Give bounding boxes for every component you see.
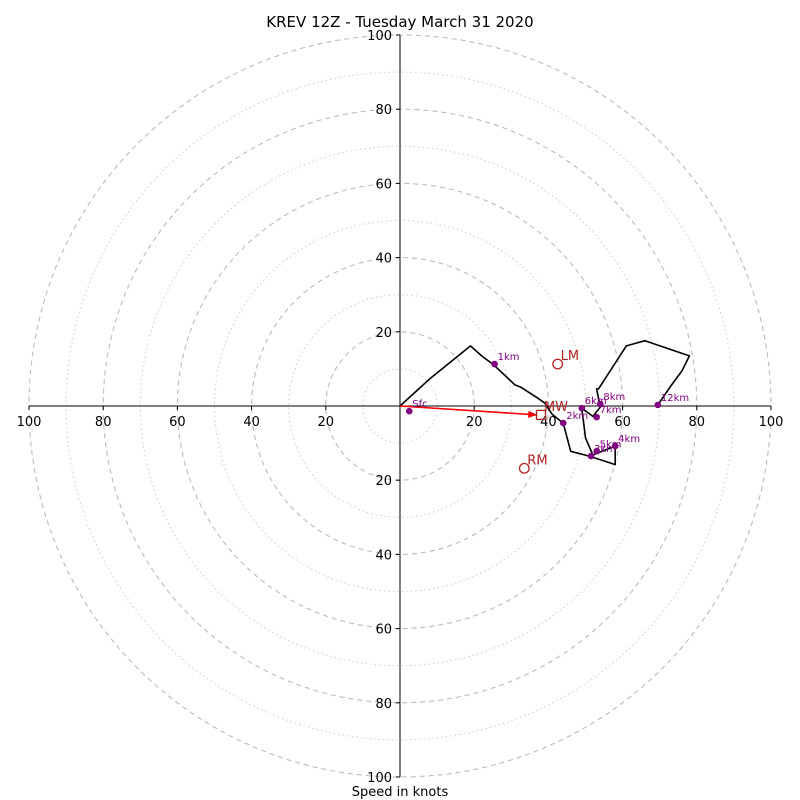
height-marker-12km (654, 401, 662, 409)
height-marker-7km (593, 413, 600, 421)
height-label-3km: 3km (594, 444, 616, 455)
height-marker-6km (578, 404, 586, 412)
y-tick-label: 20 (375, 474, 392, 489)
y-tick-label: 40 (375, 548, 392, 563)
y-tick-label: 80 (375, 103, 392, 118)
height-label-12km: 12km (661, 393, 689, 404)
shear-vector-line (399, 405, 538, 416)
x-tick-label: 40 (243, 415, 260, 430)
height-marker-8km (597, 400, 604, 408)
height-label-7km: 7km (600, 405, 622, 416)
height-marker-3km (587, 452, 595, 460)
height-label-8km: 8km (603, 392, 625, 403)
storm-motion-mw-label: MW (544, 400, 568, 415)
x-tick-label: 40 (540, 415, 557, 430)
x-tick-label: 100 (17, 415, 42, 430)
y-tick-label: 100 (367, 29, 392, 44)
storm-motion-mw-marker (535, 409, 547, 421)
x-tick-label: 80 (689, 415, 706, 430)
height-label-1km: 1km (498, 352, 520, 363)
x-tick-label: 80 (95, 415, 112, 430)
shear-vector-arrowhead (528, 410, 538, 418)
height-label-2km: 2km (566, 411, 588, 422)
height-marker-4km (611, 442, 619, 450)
x-axis-label: Speed in knots (352, 785, 449, 800)
storm-motion-markers: LM RM MW (518, 349, 579, 474)
x-tick-label: 20 (466, 415, 483, 430)
y-tick-label: 60 (375, 177, 392, 192)
shear-vector (399, 405, 538, 418)
y-tick-label: 20 (375, 326, 392, 341)
y-tick-label: 100 (367, 771, 392, 786)
storm-motion-rm-marker (518, 462, 530, 474)
storm-motion-lm-marker (552, 358, 564, 370)
height-label-6km: 6km (585, 396, 607, 407)
storm-motion-rm-label: RM (527, 453, 547, 468)
x-tick-label: 60 (169, 415, 186, 430)
y-tick-label: 80 (375, 697, 392, 712)
height-marker-5km (593, 447, 600, 455)
tick-labels: 100 80 60 40 20 20 40 60 80 100 100 80 60 40 20 20 40 60 8… (17, 29, 784, 786)
x-tick-label: 60 (614, 415, 631, 430)
y-tick-label: 60 (375, 623, 392, 638)
height-label-sfc: Sfc (412, 399, 427, 410)
height-marker-2km (559, 419, 567, 427)
height-label-5km: 5km (600, 439, 622, 450)
x-tick-label: 100 (759, 415, 784, 430)
height-marker-1km (491, 360, 498, 368)
height-marker-sfc (405, 407, 413, 415)
y-tick-label: 40 (375, 252, 392, 267)
chart-title: KREV 12Z - Tuesday March 31 2020 (266, 13, 533, 31)
height-label-4km: 4km (618, 434, 640, 445)
x-tick-label: 20 (318, 415, 335, 430)
storm-motion-lm-label: LM (561, 349, 579, 364)
